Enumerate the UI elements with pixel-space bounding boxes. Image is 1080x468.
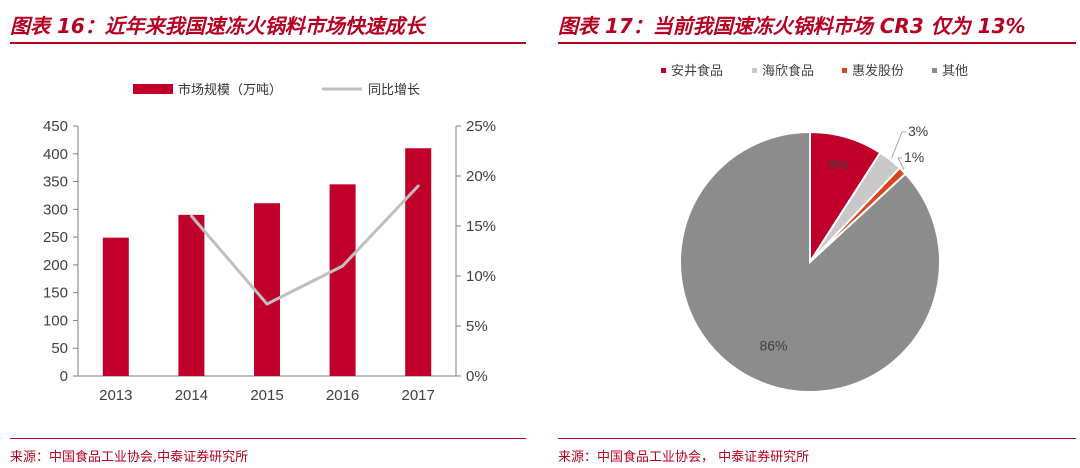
legend-label-line: 同比增长 [368, 82, 420, 97]
y-right-tick-label: 25% [466, 118, 496, 135]
title-divider [558, 42, 1076, 44]
legend-swatch-2 [842, 68, 847, 73]
y-left-tick-label: 100 [43, 312, 68, 329]
growth-line [190, 184, 420, 306]
y-left-tick-label: 450 [43, 118, 68, 135]
y-right-tick-label: 10% [466, 268, 496, 285]
bar-line-chart: 市场规模（万吨） 同比增长 0 50 100 150 200 250 300 350 400 450 0… [43, 82, 496, 404]
y-left-tick-label: 50 [51, 340, 68, 357]
leader-line [891, 131, 906, 159]
legend-swatch-1 [752, 68, 757, 73]
x-tick-label: 2015 [250, 387, 283, 404]
bar-2013 [102, 237, 129, 376]
y-right-tick-label: 5% [466, 318, 488, 335]
legend-label: 其他 [942, 63, 968, 78]
title-divider [10, 42, 526, 44]
legend-label-bar: 市场规模（万吨） [178, 82, 282, 97]
left-figure-panel: 图表 16：近年来我国速冻火锅料市场快速成长 市场规模（万吨） 同比增长 0 50 10… [0, 0, 530, 468]
y-left-tick-label: 250 [43, 229, 68, 246]
growth-point-2016 [341, 264, 345, 268]
source-note: 来源：中国食品工业协会,中泰证券研究所 [10, 450, 249, 465]
y-right-tick-label: 0% [466, 368, 488, 385]
pie-label: 86% [759, 337, 787, 353]
y-right-tick-label: 20% [466, 168, 496, 185]
legend-swatch-3 [932, 68, 937, 73]
legend-label: 海欣食品 [762, 63, 814, 78]
y-left-tick-label: 0 [60, 368, 68, 385]
growth-point-2017 [416, 184, 420, 188]
x-tick-label: 2014 [175, 387, 208, 404]
pie-label: 1% [904, 149, 924, 165]
legend-label: 惠发股份 [852, 63, 904, 78]
figure-title: 图表 16：近年来我国速冻火锅料市场快速成长 [10, 14, 425, 38]
bar-2017 [405, 148, 432, 376]
source-note: 来源：中国食品工业协会， 中泰证券研究所 [558, 450, 810, 465]
y-left-tick-label: 200 [43, 257, 68, 274]
x-tick-label: 2013 [99, 387, 132, 404]
pie-label: 9% [828, 157, 848, 173]
bar-2015 [254, 203, 280, 376]
x-tick-label: 2016 [326, 387, 359, 404]
y-left-tick-label: 350 [43, 174, 68, 191]
y-right-tick-label: 15% [466, 218, 496, 235]
figure-title: 图表 17：当前我国速冻火锅料市场 CR3 仅为 13% [558, 14, 1026, 38]
x-tick-label: 2017 [402, 387, 435, 404]
legend-swatch-bar [133, 84, 173, 94]
y-left-tick-label: 300 [43, 201, 68, 218]
y-left-tick-label: 150 [43, 285, 68, 302]
bar-2016 [329, 184, 356, 376]
legend-label: 安井食品 [671, 63, 723, 78]
pie-label: 3% [908, 123, 928, 139]
pie-slice-3 [679, 130, 941, 393]
legend-swatch-0 [661, 68, 666, 73]
growth-point-2014 [189, 214, 193, 218]
leader-line [897, 157, 905, 170]
footer-divider [558, 438, 1076, 439]
growth-point-2015 [265, 302, 269, 306]
bar-2014 [178, 214, 205, 376]
pie-chart: 安井食品 海欣食品 惠发股份 其他 9% 86% 3% 1% [661, 63, 968, 393]
y-left-tick-label: 400 [43, 146, 68, 163]
right-figure-panel: 图表 17：当前我国速冻火锅料市场 CR3 仅为 13% 安井食品 海欣食品 惠发股… [548, 0, 1080, 468]
footer-divider [10, 438, 526, 439]
